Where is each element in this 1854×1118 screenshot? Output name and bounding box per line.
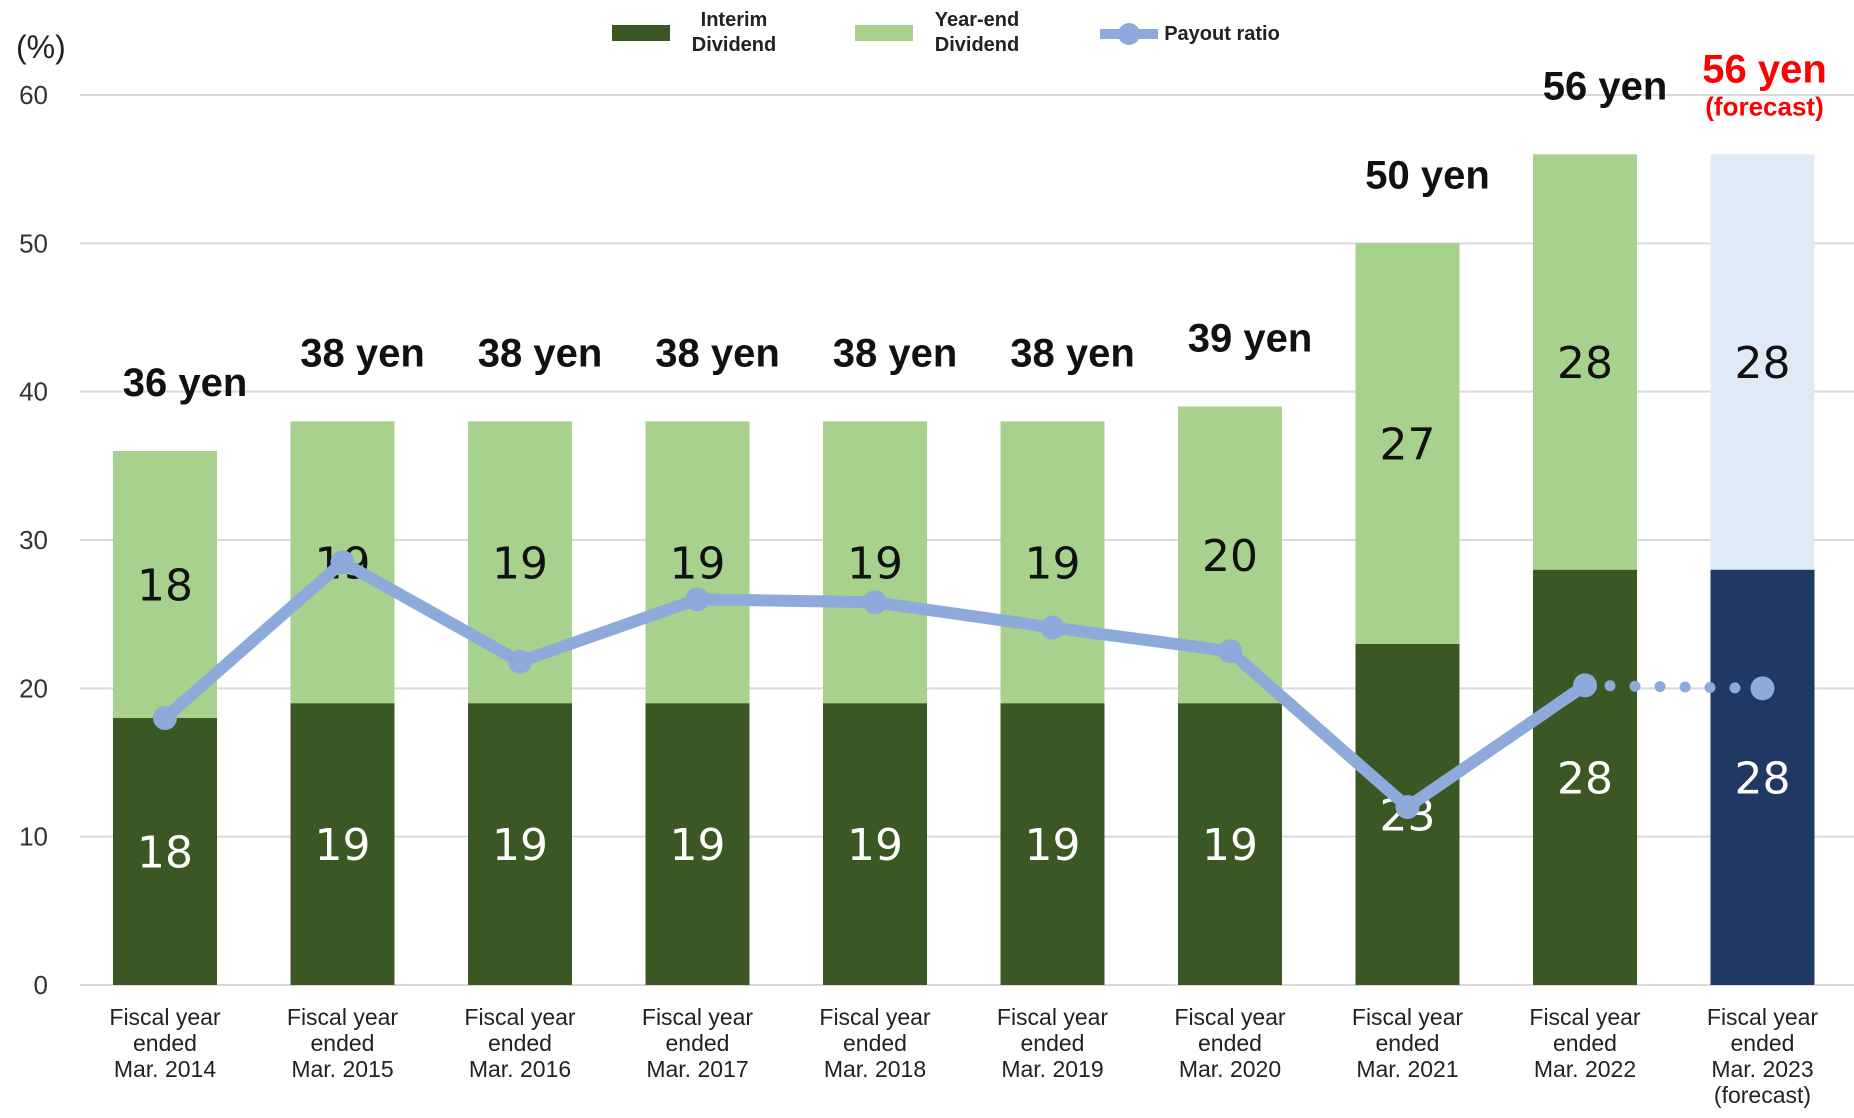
bar-interim-dividend	[1533, 569, 1637, 985]
interim-value-label: 28	[1557, 753, 1613, 804]
x-category-label: Fiscal year ended Mar. 2014	[109, 1004, 221, 1082]
interim-value-label: 19	[315, 820, 371, 871]
bar-year-end-dividend	[113, 451, 217, 718]
legend: Interim Dividend Year-end Dividend Payout ra…	[612, 9, 1280, 56]
year-end-value-label: 19	[492, 538, 548, 589]
payout-ratio-point	[685, 587, 710, 612]
bar-year-end-dividend	[823, 421, 927, 704]
payout-ratio-point	[1573, 673, 1597, 698]
interim-value-label: 19	[492, 820, 548, 871]
bar-interim-dividend	[1178, 703, 1282, 985]
legend-label: Payout ratio	[1164, 23, 1280, 45]
x-category-label: Fiscal year ended Mar. 2017	[642, 1004, 754, 1082]
payout-ratio-point	[1040, 615, 1065, 640]
bar-year-end-dividend	[645, 421, 750, 704]
forecast-note: (forecast)	[1705, 91, 1823, 121]
payout-ratio-point	[153, 706, 177, 730]
x-axis: Fiscal year ended Mar. 2014 Fiscal year ende…	[109, 1004, 1818, 1108]
bar-interim-dividend	[468, 703, 572, 985]
payout-ratio-forecast-path	[1579, 679, 1768, 694]
total-dividend-label: 38 yen	[1010, 331, 1135, 375]
legend-label: Year-end Dividend	[935, 9, 1019, 56]
year-end-value-label: 19	[1025, 538, 1081, 589]
x-category-label: Fiscal year ended Mar. 2018	[819, 1004, 931, 1082]
bar-interim-dividend	[113, 718, 217, 985]
total-dividend-label: 39 yen	[1188, 317, 1313, 361]
total-dividend-label: 38 yen	[833, 331, 958, 375]
bar-interim-dividend	[645, 703, 750, 985]
legend-label: Interim Dividend	[692, 9, 776, 56]
total-dividend-label: 56 yen	[1702, 47, 1827, 91]
bar-interim-dividend	[290, 703, 395, 985]
total-dividend-label: 38 yen	[478, 331, 603, 375]
bars: 1818191919191919191919191920232728282828	[113, 154, 1815, 985]
x-category-label: Fiscal year ended Mar. 2015	[287, 1004, 399, 1082]
x-category-label: Fiscal year ended Mar. 2019	[997, 1004, 1109, 1082]
y-tick-label: 0	[34, 970, 48, 1000]
interim-value-label: 28	[1735, 753, 1791, 804]
bar-interim-dividend	[823, 703, 927, 985]
payout-ratio-point	[1395, 795, 1420, 819]
x-category-label: Fiscal year ended Mar. 2020	[1174, 1004, 1286, 1082]
y-tick-label: 50	[19, 228, 48, 258]
interim-value-label: 18	[137, 828, 193, 879]
y-tick-label: 10	[19, 822, 48, 852]
year-end-value-label: 20	[1202, 531, 1258, 582]
total-dividend-label: 38 yen	[655, 331, 780, 375]
total-dividend-label: 56 yen	[1543, 64, 1668, 108]
payout-ratio-point	[1218, 639, 1242, 664]
total-dividend-label: 38 yen	[300, 331, 425, 375]
payout-ratio-point	[330, 550, 355, 575]
x-category-label: Fiscal year ended Mar. 2023 (forecast)	[1707, 1004, 1819, 1108]
y-axis: 0 10 20 30 40 50 60 (%)	[16, 29, 66, 1000]
bar-interim-dividend	[1710, 569, 1815, 985]
x-category-label: Fiscal year ended Mar. 2016	[464, 1004, 576, 1082]
interim-value-label: 19	[1202, 820, 1258, 871]
x-category-label: Fiscal year ended Mar. 2021	[1352, 1004, 1464, 1082]
bar-interim-dividend	[1000, 703, 1105, 985]
total-dividend-label: 50 yen	[1365, 153, 1490, 197]
interim-value-label: 19	[670, 820, 726, 871]
y-tick-label: 20	[19, 673, 48, 703]
year-end-value-label: 19	[847, 538, 903, 589]
y-tick-label: 30	[19, 525, 48, 555]
total-dividend-label: 36 yen	[123, 361, 248, 405]
legend-swatch	[612, 25, 670, 41]
bar-year-end-dividend	[1355, 243, 1460, 644]
bar-year-end-dividend	[1710, 154, 1815, 570]
payout-ratio-point	[1750, 676, 1775, 701]
bar-year-end-dividend	[1533, 154, 1637, 570]
x-category-label: Fiscal year ended Mar. 2022	[1529, 1004, 1641, 1082]
payout-ratio-point	[863, 590, 887, 615]
bar-year-end-dividend	[1000, 421, 1105, 704]
y-tick-label: 60	[19, 80, 48, 110]
total-labels: 36 yen 38 yen 38 yen 38 yen 38 yen 38 yen 39 y…	[123, 47, 1827, 405]
legend-marker	[1118, 23, 1140, 45]
year-end-value-label: 27	[1380, 420, 1436, 471]
payout-ratio-point	[508, 649, 532, 674]
legend-swatch	[855, 25, 913, 41]
interim-value-label: 19	[847, 820, 903, 871]
interim-value-label: 19	[1025, 820, 1081, 871]
year-end-value-label: 19	[670, 538, 726, 589]
year-end-value-label: 28	[1557, 338, 1613, 389]
year-end-value-label: 28	[1735, 338, 1791, 389]
year-end-value-label: 18	[137, 561, 193, 612]
y-axis-unit: (%)	[16, 29, 66, 65]
payout-ratio-line	[153, 550, 1775, 819]
y-tick-label: 40	[19, 377, 48, 407]
